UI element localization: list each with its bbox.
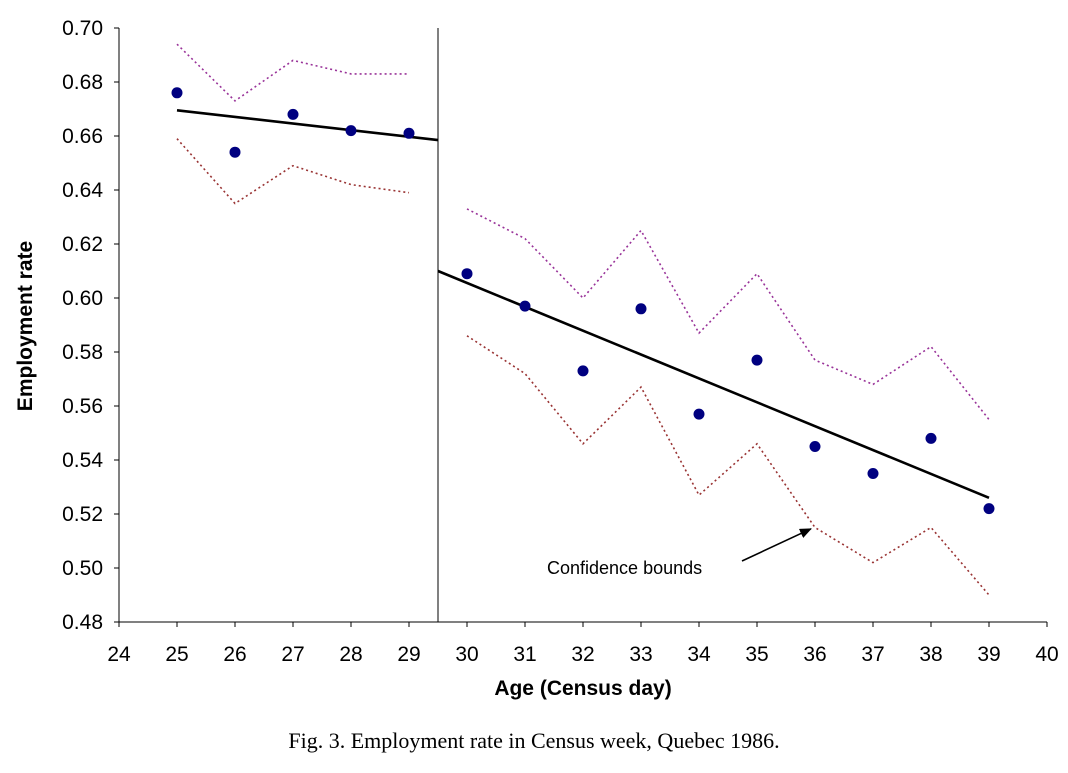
lower-bound-line-1 <box>176 138 410 205</box>
x-tick-label: 25 <box>165 643 188 666</box>
data-point <box>577 365 589 377</box>
data-point <box>635 303 647 315</box>
y-tick-label: 0.48 <box>62 611 103 634</box>
employment-rate-chart: 0.48 0.50 0.52 0.54 0.56 0.58 0.60 0.62 0.64 0.66… <box>14 17 1059 700</box>
upper-bound-line-1 <box>176 43 409 102</box>
x-tick-label: 24 <box>107 643 131 666</box>
x-tick-label: 32 <box>571 643 594 666</box>
x-tick-label: 28 <box>339 643 362 666</box>
x-tick-label: 34 <box>687 643 711 666</box>
y-tick-label: 0.64 <box>62 179 103 202</box>
data-point <box>809 441 821 452</box>
x-tick-label: 37 <box>861 643 884 666</box>
x-tick-label: 29 <box>397 643 420 666</box>
y-tick-label: 0.66 <box>62 125 103 148</box>
y-tick-label: 0.68 <box>62 71 103 94</box>
x-tick-label: 26 <box>223 643 246 666</box>
data-point <box>287 108 299 120</box>
x-tick-label: 31 <box>513 643 536 666</box>
y-tick-label: 0.58 <box>62 341 103 364</box>
upper-bound-line-2 <box>466 208 990 420</box>
data-point <box>171 87 183 99</box>
y-axis-tick-labels: 0.48 0.50 0.52 0.54 0.56 0.58 0.60 0.62 0.64 0.66… <box>62 17 103 634</box>
y-tick-label: 0.50 <box>62 557 103 580</box>
x-axis-tick-labels: 24 25 26 27 28 29 30 31 32 33 34 35 36 37 38 39 40 <box>107 643 1058 666</box>
data-point <box>229 146 241 158</box>
y-tick-label: 0.52 <box>62 503 103 526</box>
data-point <box>751 354 763 366</box>
fit-line-1 <box>176 109 439 142</box>
data-point <box>403 127 415 139</box>
x-axis-title: Age (Census day) <box>494 677 671 700</box>
y-axis-title: Employment rate <box>14 241 37 411</box>
x-tick-label: 33 <box>629 643 652 666</box>
data-point <box>519 300 531 312</box>
figure-caption: Fig. 3. Employment rate in Census week, … <box>288 728 780 753</box>
confidence-bounds-annotation: Confidence bounds <box>547 558 702 578</box>
y-tick-label: 0.70 <box>62 17 103 40</box>
y-tick-label: 0.62 <box>62 233 103 256</box>
x-tick-label: 38 <box>919 643 942 666</box>
y-tick-label: 0.60 <box>62 287 103 310</box>
data-point <box>983 503 995 515</box>
x-tick-label: 27 <box>281 643 304 666</box>
annotation-arrow <box>741 528 812 562</box>
data-point <box>345 125 357 137</box>
x-tick-label: 35 <box>745 643 768 666</box>
fitted-lines <box>176 109 990 500</box>
x-tick-label: 39 <box>977 643 1000 666</box>
data-point <box>925 432 937 444</box>
y-tick-label: 0.56 <box>62 395 103 418</box>
data-points <box>171 87 995 515</box>
data-point <box>693 408 705 420</box>
data-point <box>867 468 879 479</box>
confidence-bounds <box>176 43 990 596</box>
axes <box>114 27 1048 627</box>
x-tick-label: 40 <box>1035 643 1058 666</box>
y-tick-label: 0.54 <box>62 449 103 472</box>
fit-line-2 <box>437 269 990 500</box>
x-tick-label: 30 <box>455 643 478 666</box>
x-tick-label: 36 <box>803 643 826 666</box>
data-point <box>461 268 473 280</box>
